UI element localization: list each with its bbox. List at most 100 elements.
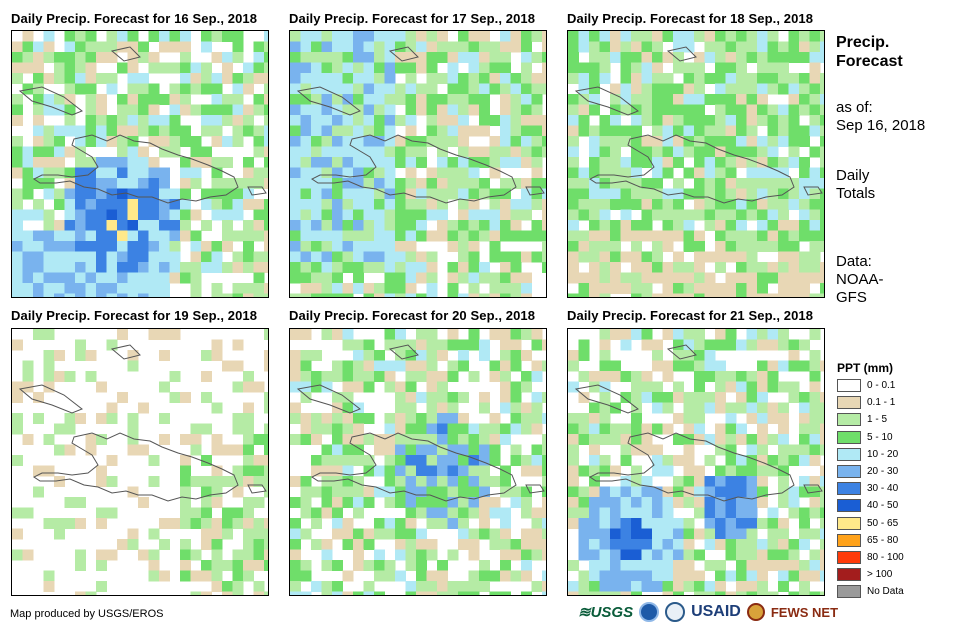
precip-cell	[458, 41, 469, 53]
precip-cell	[353, 178, 364, 189]
precip-cell	[620, 476, 632, 487]
precip-cell	[290, 350, 301, 361]
panel-title-3: Daily Precip. Forecast for 18 Sep., 2018	[567, 11, 814, 26]
precip-cell	[395, 94, 406, 105]
precip-cell	[631, 413, 642, 424]
precip-cell	[736, 73, 747, 84]
precip-cell	[253, 272, 265, 284]
precip-cell	[321, 209, 333, 221]
precip-cell	[736, 115, 747, 126]
precip-cell	[725, 62, 737, 74]
precip-cell	[662, 507, 674, 519]
precip-cell	[384, 199, 396, 210]
precip-cell	[820, 262, 824, 273]
precip-cell	[232, 360, 244, 372]
precip-cell	[673, 339, 684, 351]
precip-cell	[75, 31, 86, 42]
precip-cell	[820, 549, 824, 561]
precip-cell	[64, 167, 76, 179]
precip-cell	[589, 581, 600, 592]
precip-cell	[589, 157, 600, 168]
precip-cell	[673, 83, 684, 95]
precip-cell	[437, 230, 448, 242]
precip-cell	[694, 83, 705, 95]
precip-cell	[374, 178, 385, 189]
precip-cell	[746, 402, 758, 414]
precip-cell	[384, 115, 396, 126]
precip-cell	[620, 444, 632, 456]
precip-cell	[568, 199, 579, 210]
precip-cell	[12, 241, 23, 252]
legend-swatch	[837, 585, 861, 599]
precip-cell	[332, 392, 343, 403]
precip-cell	[384, 209, 396, 221]
precip-cell	[736, 591, 747, 595]
precip-cell	[342, 444, 354, 456]
precip-cell	[662, 157, 674, 168]
precip-cell	[363, 528, 375, 540]
precip-cell	[479, 230, 490, 242]
precip-cell	[96, 581, 107, 592]
precip-cell	[778, 62, 789, 74]
precip-cell	[222, 115, 233, 126]
precip-cell	[447, 392, 459, 403]
precip-cell	[662, 52, 674, 63]
precip-cell	[180, 262, 191, 273]
precip-cell	[426, 230, 438, 242]
precip-cell	[736, 549, 747, 561]
precip-cell	[22, 83, 34, 95]
precip-cell	[342, 62, 354, 74]
precip-cell	[374, 283, 385, 294]
legend-item: No Data	[837, 583, 904, 600]
precip-cell	[694, 104, 705, 116]
map-panel-sep20	[289, 328, 547, 596]
precip-cell	[243, 518, 254, 529]
precip-cell	[578, 392, 590, 403]
precip-cell	[479, 146, 490, 158]
precip-cell	[96, 136, 107, 147]
precip-cell	[610, 136, 621, 147]
precip-cell	[264, 486, 268, 498]
precip-cell	[426, 293, 438, 297]
precip-cell	[416, 497, 427, 508]
precip-cell	[568, 62, 579, 74]
precip-cell	[253, 381, 265, 393]
precip-cell	[342, 262, 354, 273]
precip-cell	[468, 486, 480, 498]
precip-cell	[799, 339, 810, 351]
precip-cell	[426, 31, 438, 42]
precip-cell	[531, 581, 543, 592]
precip-cell	[300, 31, 312, 42]
precip-cell	[374, 230, 385, 242]
precip-cell	[384, 329, 396, 340]
precip-cell	[416, 581, 427, 592]
precip-cell	[736, 465, 747, 477]
precip-cell	[531, 423, 543, 435]
precip-cell	[809, 83, 821, 95]
precip-cell	[342, 41, 354, 53]
precip-cell	[363, 188, 375, 200]
precip-cell	[809, 434, 821, 445]
precip-cell	[641, 293, 653, 297]
precip-cell	[426, 413, 438, 424]
precip-grid-map	[568, 329, 824, 595]
precip-cell	[652, 423, 663, 435]
precip-cell	[736, 570, 747, 582]
precip-cell	[500, 528, 511, 540]
precip-cell	[736, 41, 747, 53]
precip-cell	[253, 465, 265, 477]
precip-cell	[809, 507, 821, 519]
precip-cell	[169, 220, 181, 231]
precip-cell	[778, 262, 789, 273]
precip-cell	[180, 41, 191, 53]
precip-cell	[479, 41, 490, 53]
precip-cell	[641, 444, 653, 456]
precip-cell	[662, 188, 674, 200]
precip-cell	[578, 251, 590, 263]
precip-cell	[106, 455, 118, 466]
precip-cell	[106, 41, 118, 53]
precip-cell	[332, 497, 343, 508]
precip-cell	[395, 329, 406, 340]
precip-cell	[127, 293, 139, 297]
precip-cell	[437, 73, 448, 84]
